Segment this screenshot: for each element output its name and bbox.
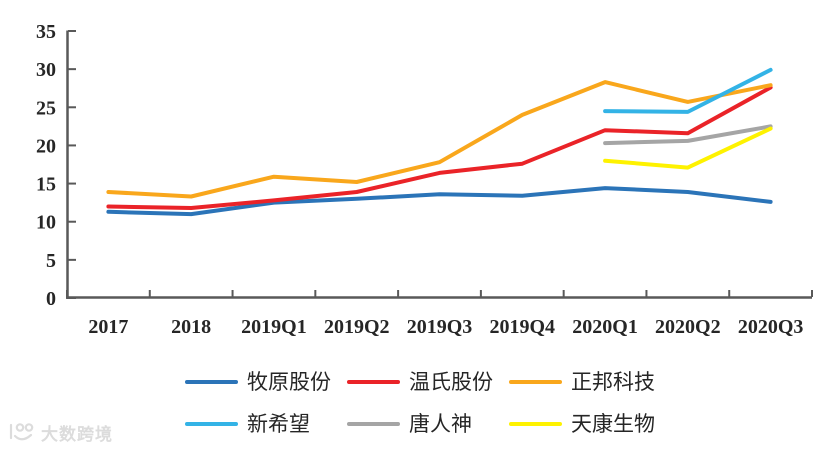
- x-tick-label: 2018: [171, 316, 211, 338]
- legend-label: 天康生物: [571, 411, 655, 436]
- legend-label: 唐人神: [409, 411, 472, 436]
- series-line-4: [603, 124, 773, 146]
- legend-item-1: 温氏股份: [347, 370, 509, 394]
- legend-item-0: 牧原股份: [185, 370, 347, 394]
- x-tick-label: 2020Q1: [572, 316, 638, 338]
- series-line-3: [603, 67, 773, 114]
- legend-item-5: 天康生物: [509, 412, 671, 436]
- chart-legend: 牧原股份 温氏股份 正邦科技新希望 唐人神 天康生物: [185, 370, 671, 436]
- legend-item-4: 唐人神: [347, 412, 509, 436]
- legend-item-2: 正邦科技: [509, 370, 671, 394]
- series-line-1: [106, 85, 773, 210]
- y-tick-label: 15: [36, 174, 56, 196]
- legend-label: 牧原股份: [247, 369, 331, 394]
- legend-swatch-icon: [347, 422, 400, 426]
- legend-label: 新希望: [247, 411, 310, 436]
- watermark: 大数跨境: [6, 420, 113, 445]
- series-line-2: [106, 80, 773, 199]
- legend-swatch-icon: [347, 380, 400, 384]
- legend-label: 温氏股份: [409, 369, 493, 394]
- watermark-text: 大数跨境: [41, 425, 113, 444]
- x-tick-label: 2019Q4: [489, 316, 555, 338]
- legend-swatch-icon: [509, 380, 562, 384]
- x-tick-label: 2020Q3: [738, 316, 804, 338]
- y-tick-label: 20: [36, 135, 56, 157]
- x-tick-label: 2017: [88, 316, 128, 338]
- y-tick-label: 5: [46, 250, 56, 272]
- legend-swatch-icon: [509, 422, 562, 426]
- x-tick-label: 2019Q1: [241, 316, 307, 338]
- legend-swatch-icon: [185, 380, 238, 384]
- y-tick-label: 10: [36, 212, 56, 234]
- dashu-smiley-logo-icon: [9, 422, 34, 440]
- x-tick-label: 2019Q3: [407, 316, 473, 338]
- y-tick-label: 0: [46, 288, 56, 310]
- y-tick-label: 25: [36, 97, 56, 119]
- x-tick-label: 2019Q2: [324, 316, 390, 338]
- legend-swatch-icon: [185, 422, 238, 426]
- y-tick-label: 30: [36, 59, 56, 81]
- series-line-0: [106, 186, 773, 217]
- x-tick-label: 2020Q2: [655, 316, 721, 338]
- series-line-5: [603, 126, 773, 170]
- line-chart: 0 5 10 15 20 25 30 35 2017 2018 2019Q1 2019Q2 2019Q3…: [36, 21, 813, 338]
- y-tick-label: 35: [36, 21, 56, 43]
- legend-item-3: 新希望: [185, 412, 347, 436]
- legend-label: 正邦科技: [571, 369, 655, 394]
